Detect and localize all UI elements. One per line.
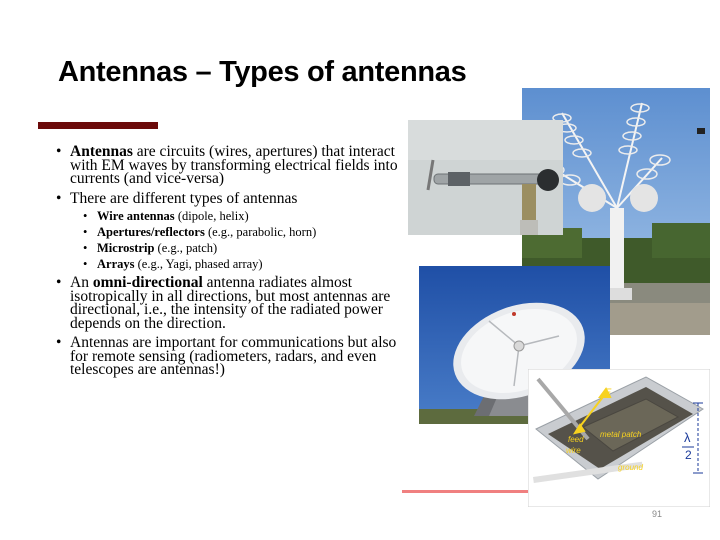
- patch-label-two: 2: [685, 448, 692, 462]
- bullet-bold: Antennas: [70, 143, 133, 160]
- sub-bullet-bold: Wire antennas: [97, 209, 175, 223]
- patch-label-metal-patch: metal patch: [600, 430, 642, 439]
- bullet-text: Antennas are important for communication…: [70, 334, 397, 378]
- bullet-item: • Antennas are circuits (wires, aperture…: [56, 143, 416, 187]
- patch-label-feed: feed: [568, 435, 584, 444]
- bullet-item: • Antennas are important for communicati…: [56, 334, 416, 378]
- sub-bullet-bold: Arrays: [97, 257, 135, 271]
- patch-label-wire: wire: [566, 446, 581, 455]
- bullet-dot: •: [83, 209, 88, 223]
- patch-label-e: E: [604, 387, 612, 399]
- sub-bullet-item: • Microstrip (e.g., patch): [83, 241, 416, 255]
- patch-antenna-photo: E metal patch feed wire ground λ 2: [528, 369, 710, 507]
- bullet-dot: •: [56, 189, 62, 207]
- wire-antenna-photo: [408, 120, 563, 235]
- sub-bullet-text: (e.g., patch): [154, 241, 218, 255]
- slide-title: Antennas – Types of antennas: [58, 56, 467, 88]
- sub-bullet-bold: Apertures/reflectors: [97, 225, 205, 239]
- accent-line: [402, 490, 528, 493]
- sub-bullet-text: (e.g., Yagi, phased array): [134, 257, 263, 271]
- sub-bullet-item: • Apertures/reflectors (e.g., parabolic,…: [83, 225, 416, 239]
- bullet-item: • An omni-directional antenna radiates a…: [56, 274, 416, 332]
- patch-label-lambda: λ: [684, 430, 691, 445]
- sub-bullet-item: • Wire antennas (dipole, helix): [83, 209, 416, 223]
- sub-bullet-bold: Microstrip: [97, 241, 155, 255]
- bullet-dot: •: [56, 274, 62, 291]
- sub-bullet-item: • Arrays (e.g., Yagi, phased array): [83, 257, 416, 271]
- sub-bullet-text: (dipole, helix): [174, 209, 249, 223]
- bullet-text: are circuits (wires, apertures) that int…: [70, 143, 398, 187]
- sub-bullet-list: • Wire antennas (dipole, helix) • Apertu…: [56, 209, 416, 271]
- bullet-dot: •: [56, 334, 62, 351]
- sub-bullet-text: (e.g., parabolic, horn): [204, 225, 317, 239]
- title-accent-bar: [38, 122, 158, 129]
- bullet-dot: •: [56, 143, 62, 160]
- bullet-text: An: [70, 274, 93, 291]
- bullet-item: • There are different types of antennas: [56, 189, 416, 207]
- bullet-dot: •: [83, 225, 88, 239]
- bullet-text: antenna radiates almost isotropically in…: [70, 274, 391, 332]
- bullet-dot: •: [83, 241, 88, 255]
- bullet-text: There are different types of antennas: [70, 189, 298, 207]
- bullet-dot: •: [83, 257, 88, 271]
- bullet-bold: omni-directional: [92, 274, 203, 291]
- bullet-list: • Antennas are circuits (wires, aperture…: [56, 143, 416, 383]
- patch-label-ground: ground: [618, 463, 643, 472]
- page-number: 91: [652, 509, 663, 519]
